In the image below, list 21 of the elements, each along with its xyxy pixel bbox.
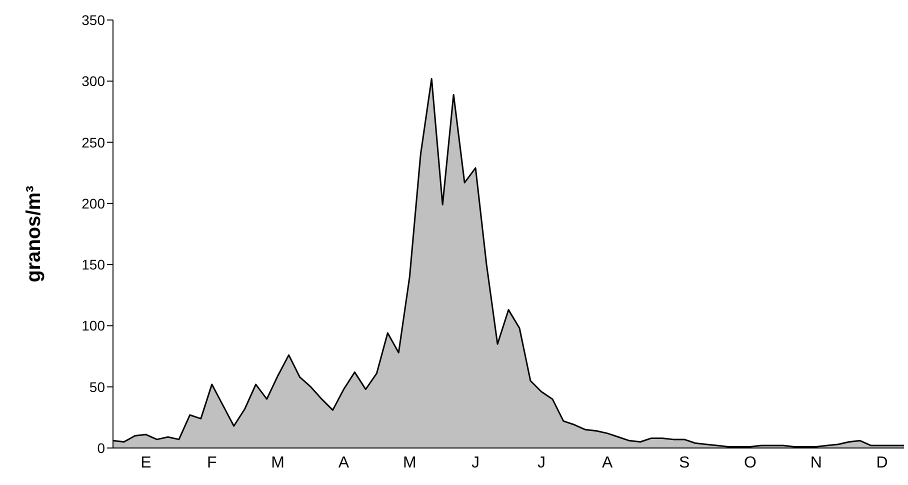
x-tick-label: D	[876, 454, 888, 472]
y-tick-label: 350	[82, 12, 106, 28]
y-tick-label: 50	[89, 378, 106, 395]
x-tick-label: J	[472, 454, 480, 472]
x-tick-label: O	[744, 454, 756, 472]
x-tick-label: S	[678, 454, 690, 472]
y-axis-title: granos/m³	[23, 185, 46, 282]
x-tick-label: A	[338, 454, 350, 472]
y-tick-label: 250	[82, 134, 106, 150]
y-tick-label: 150	[82, 256, 106, 273]
x-tick-label: J	[537, 454, 546, 472]
x-tick-label: F	[206, 454, 217, 472]
y-tick-label: 300	[82, 73, 106, 90]
y-tick-label: 100	[82, 318, 106, 334]
x-tick-label: N	[810, 454, 822, 472]
x-tick-label: M	[402, 454, 416, 472]
x-tick-label: E	[140, 454, 152, 472]
y-tick-label: 200	[82, 195, 106, 212]
x-tick-label: A	[602, 454, 614, 472]
y-tick-label: 0	[97, 440, 106, 456]
x-tick-label: M	[271, 454, 284, 472]
